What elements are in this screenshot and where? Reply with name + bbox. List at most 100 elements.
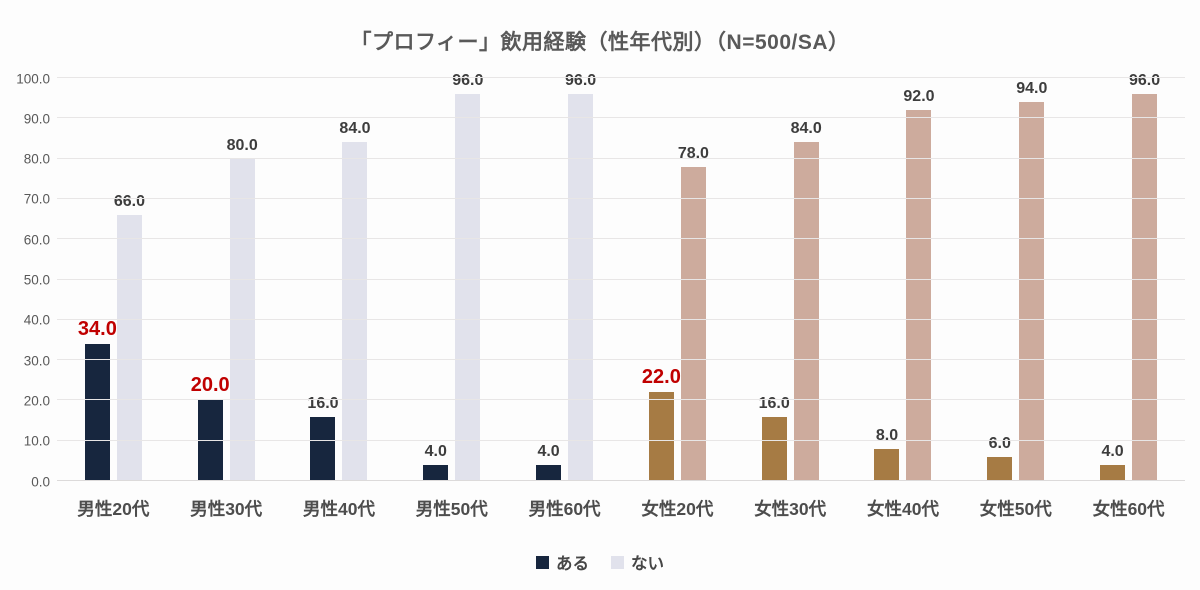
bar-column: 20.0 bbox=[191, 78, 230, 481]
bar-column: 96.0 bbox=[1129, 73, 1160, 481]
gridline bbox=[57, 157, 1185, 159]
legend-label: ある bbox=[556, 555, 589, 573]
bar-group: 4.0 96.0 bbox=[1072, 73, 1185, 481]
x-axis-label: 男性20代 bbox=[77, 499, 150, 519]
bar-value-label: 80.0 bbox=[226, 136, 258, 154]
bar bbox=[116, 215, 142, 481]
bar bbox=[987, 456, 1013, 481]
x-axis-label: 女性20代 bbox=[641, 499, 714, 519]
bar-value-label: 16.0 bbox=[758, 394, 790, 412]
bar bbox=[1019, 102, 1045, 481]
bar bbox=[1100, 464, 1126, 481]
bar bbox=[874, 448, 900, 481]
bar-column: 4.0 bbox=[423, 78, 449, 481]
gridline bbox=[57, 117, 1185, 119]
legend-label: ない bbox=[631, 555, 664, 573]
plot-area: 34.0 66.0 20.0 80.0 16.0 84.0 4.0 96.0 4.0 96.0 22… bbox=[57, 73, 1185, 481]
bar-column: 84.0 bbox=[339, 78, 371, 481]
y-tick-label: 20.0 bbox=[23, 393, 50, 409]
bar-value-label: 84.0 bbox=[339, 120, 371, 138]
bar bbox=[680, 166, 706, 481]
bar-group: 16.0 84.0 bbox=[283, 78, 396, 481]
bar-group: 4.0 96.0 bbox=[508, 73, 621, 481]
bar-column: 16.0 bbox=[758, 78, 790, 481]
bar-value-label: 4.0 bbox=[537, 442, 560, 460]
bar-value-label: 84.0 bbox=[790, 120, 822, 138]
x-axis-label: 女性50代 bbox=[979, 499, 1052, 519]
x-axis-label: 男性30代 bbox=[190, 499, 263, 519]
bar bbox=[342, 142, 368, 481]
bar-group: 34.0 66.0 bbox=[57, 78, 170, 481]
gridline bbox=[57, 197, 1185, 199]
y-tick-label: 40.0 bbox=[23, 312, 50, 328]
gridline bbox=[57, 399, 1185, 401]
bar-value-label: 78.0 bbox=[677, 144, 709, 162]
x-axis-label: 男性60代 bbox=[528, 499, 601, 519]
bar-column: 4.0 bbox=[1100, 78, 1126, 481]
bar-value-label: 96.0 bbox=[452, 72, 484, 90]
gridline bbox=[57, 439, 1185, 441]
y-tick-label: 50.0 bbox=[23, 272, 50, 288]
bar bbox=[793, 142, 819, 481]
bar bbox=[310, 416, 336, 481]
bar-column: 8.0 bbox=[874, 78, 900, 481]
y-tick-label: 100.0 bbox=[16, 71, 50, 86]
bar-group: 22.0 78.0 bbox=[621, 78, 734, 481]
bar-column: 96.0 bbox=[452, 73, 483, 481]
bar-value-label: 4.0 bbox=[1101, 442, 1124, 460]
bar-group: 8.0 92.0 bbox=[847, 78, 960, 481]
bar-groups-container: 34.0 66.0 20.0 80.0 16.0 84.0 4.0 96.0 4.0 96.0 22… bbox=[57, 73, 1185, 481]
bar-column: 92.0 bbox=[903, 78, 935, 481]
y-tick-label: 80.0 bbox=[23, 151, 50, 167]
x-axis: 男性20代 男性30代 男性40代 男性50代 男性60代 女性20代 女性30代 女性40代… bbox=[57, 496, 1185, 521]
gridline bbox=[57, 318, 1185, 320]
bar-value-label: 66.0 bbox=[113, 193, 145, 211]
x-axis-label: 女性60代 bbox=[1092, 499, 1165, 519]
y-tick-label: 0.0 bbox=[31, 474, 50, 489]
bar-column: 22.0 bbox=[642, 78, 681, 481]
bar-value-label: 16.0 bbox=[307, 394, 339, 412]
bar bbox=[1132, 94, 1158, 481]
bar-value-label: 96.0 bbox=[1129, 72, 1161, 90]
y-tick-label: 90.0 bbox=[23, 111, 50, 127]
bar-value-label: 4.0 bbox=[424, 442, 447, 460]
bar-group: 6.0 94.0 bbox=[959, 78, 1072, 481]
legend-item: ない bbox=[611, 550, 664, 574]
bar-column: 16.0 bbox=[307, 78, 339, 481]
gridline bbox=[57, 278, 1185, 280]
x-axis-label: 女性40代 bbox=[866, 499, 939, 519]
bar-value-label: 94.0 bbox=[1016, 80, 1048, 98]
bar-column: 78.0 bbox=[677, 78, 709, 481]
x-axis-label: 男性50代 bbox=[415, 499, 488, 519]
bar-column: 66.0 bbox=[113, 78, 145, 481]
y-axis: 0.0 10.0 20.0 30.0 40.0 50.0 60.0 70.0 80.0 90.0 1… bbox=[0, 71, 50, 489]
x-axis-label: 女性30代 bbox=[754, 499, 827, 519]
bar-value-label: 20.0 bbox=[190, 374, 230, 397]
legend: ある ない bbox=[0, 550, 1200, 574]
bar bbox=[906, 110, 932, 481]
x-axis-label: 男性40代 bbox=[303, 499, 375, 519]
bar-value-label: 34.0 bbox=[77, 317, 117, 340]
bar-column: 80.0 bbox=[226, 78, 258, 481]
bar-value-label: 92.0 bbox=[903, 88, 935, 106]
y-tick-label: 10.0 bbox=[23, 433, 50, 449]
legend-swatch-icon bbox=[611, 555, 624, 569]
bar bbox=[648, 392, 674, 481]
bar-value-label: 6.0 bbox=[988, 434, 1011, 452]
bar bbox=[455, 94, 481, 481]
bar-group: 16.0 84.0 bbox=[734, 78, 847, 481]
bar-group: 4.0 96.0 bbox=[395, 73, 508, 481]
bar-column: 4.0 bbox=[536, 78, 562, 481]
bar-column: 84.0 bbox=[790, 78, 822, 481]
gridline bbox=[57, 238, 1185, 240]
gridline bbox=[57, 359, 1185, 361]
bar bbox=[536, 464, 562, 481]
bar bbox=[568, 94, 594, 481]
bar bbox=[423, 464, 449, 481]
bar-column: 94.0 bbox=[1016, 78, 1048, 481]
y-tick-label: 60.0 bbox=[23, 232, 50, 248]
gridline bbox=[57, 480, 1185, 481]
legend-swatch-icon bbox=[536, 555, 549, 569]
bar bbox=[197, 400, 223, 481]
bar bbox=[84, 343, 110, 481]
